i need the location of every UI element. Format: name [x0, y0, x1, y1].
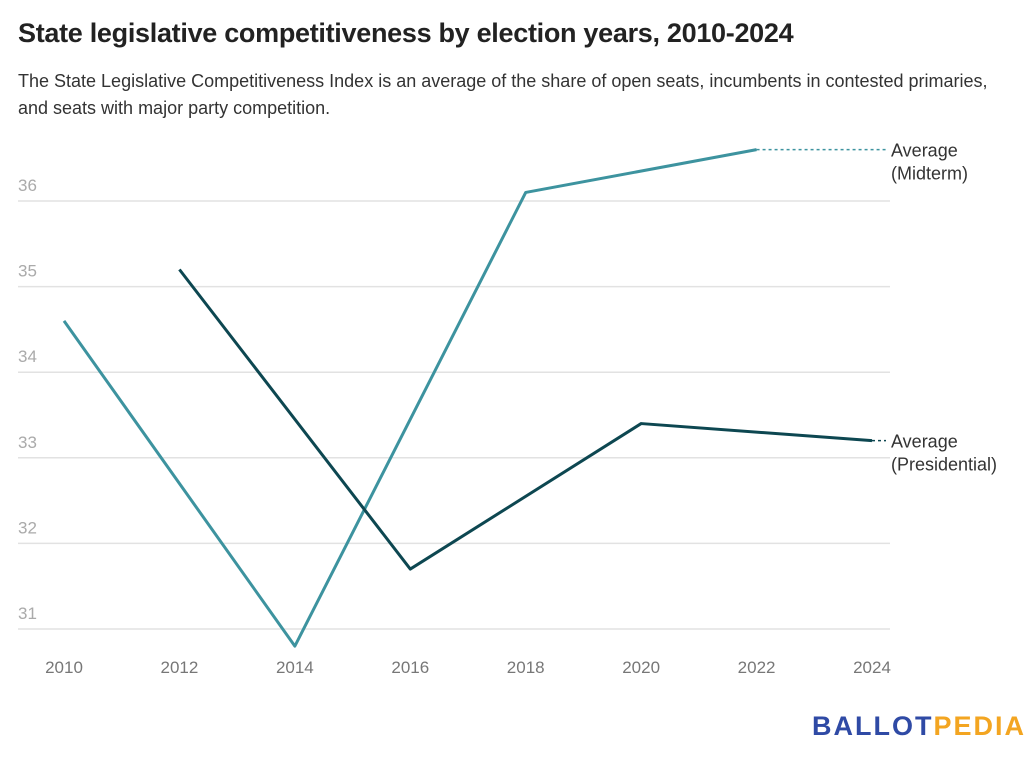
- x-tick-label: 2018: [507, 658, 545, 677]
- x-tick-label: 2020: [622, 658, 660, 677]
- x-tick-label: 2010: [45, 658, 83, 677]
- series-label: (Midterm): [891, 164, 968, 184]
- chart-title: State legislative competitiveness by ele…: [18, 18, 794, 48]
- y-tick-label: 31: [18, 604, 37, 623]
- series-line-presidential: [178, 268, 873, 571]
- logo-part1: BALLOT: [812, 711, 934, 741]
- x-tick-label: 2024: [853, 658, 891, 677]
- y-tick-label: 36: [18, 176, 37, 195]
- series-line-midterm: [62, 148, 757, 648]
- x-tick-label: 2022: [738, 658, 776, 677]
- x-tick-label: 2016: [391, 658, 429, 677]
- y-tick-label: 33: [18, 433, 37, 452]
- series-label: Average: [891, 141, 958, 161]
- x-tick-label: 2014: [276, 658, 314, 677]
- series-label: Average: [891, 432, 958, 452]
- x-tick-label: 2012: [161, 658, 199, 677]
- y-tick-label: 35: [18, 262, 37, 281]
- y-tick-label: 34: [18, 347, 37, 366]
- chart-subtitle: The State Legislative Competitiveness In…: [18, 71, 988, 118]
- logo-part2: PEDIA: [933, 711, 1024, 741]
- series-label: (Presidential): [891, 455, 997, 475]
- y-tick-label: 32: [18, 518, 37, 537]
- ballotpedia-logo: BALLOTPEDIA: [812, 711, 1024, 742]
